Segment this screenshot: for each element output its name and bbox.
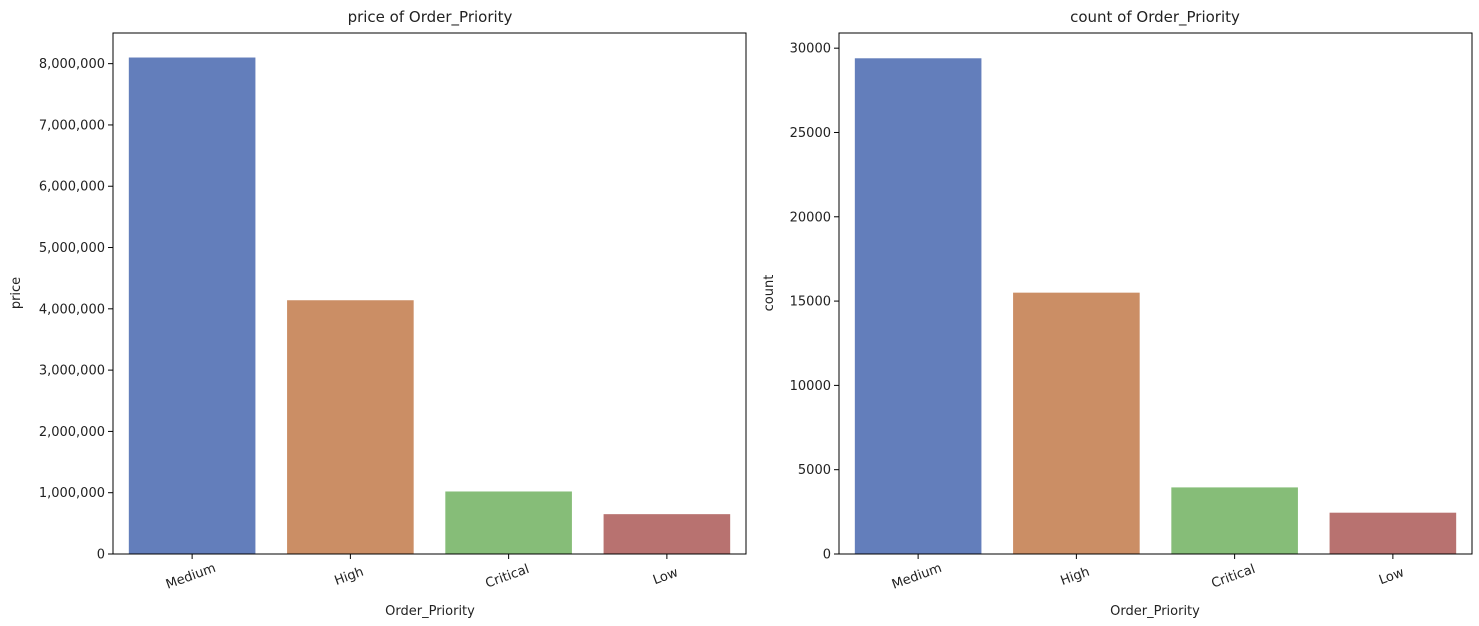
- price-bar-high: [287, 300, 414, 554]
- count-chart-ylabel: count: [762, 275, 777, 312]
- count-bar-critical: [1171, 487, 1298, 554]
- price-plot-frame: [112, 32, 747, 555]
- count-ytick-label: 5000: [798, 463, 831, 478]
- count-ytick-label: 30000: [790, 42, 831, 57]
- price-chart-title: price of Order_Priority: [348, 8, 513, 27]
- price-xtick-label: Low: [651, 565, 681, 588]
- price-bar-medium: [128, 57, 256, 555]
- count-chart-xlabel: Order_Priority: [1110, 604, 1200, 619]
- count-xtick-label: Medium: [890, 561, 944, 593]
- price-ytick-label: 1,000,000: [39, 486, 105, 501]
- count-xtick-label: Critical: [1209, 562, 1257, 592]
- count-xtick-label: High: [1059, 565, 1092, 589]
- count-ytick-label: 15000: [790, 295, 831, 310]
- price-bar-critical: [445, 491, 572, 554]
- price-ytick-label: 0: [97, 548, 105, 563]
- price-ytick-label: 8,000,000: [39, 57, 105, 72]
- price-ytick-label: 4,000,000: [39, 302, 105, 317]
- price-xtick-label: Critical: [483, 562, 531, 592]
- count-bar-low: [1329, 512, 1457, 554]
- count-xtick-label: Low: [1377, 565, 1407, 588]
- price-ytick-label: 2,000,000: [39, 425, 105, 440]
- price-ytick-label: 7,000,000: [39, 118, 105, 133]
- price-ytick-label: 5,000,000: [39, 241, 105, 256]
- count-ytick-label: 0: [823, 548, 831, 563]
- count-bar-high: [1013, 292, 1140, 554]
- count-chart-panel: count of Order_Priority Order_Priority c…: [762, 8, 1473, 619]
- price-ytick-label: 6,000,000: [39, 180, 105, 195]
- count-ytick-label: 10000: [790, 379, 831, 394]
- price-chart-ylabel: price: [9, 277, 24, 309]
- price-xtick-label: Medium: [164, 561, 218, 593]
- count-bar-medium: [854, 58, 982, 554]
- count-ytick-label: 25000: [790, 126, 831, 141]
- count-ytick-label: 20000: [790, 210, 831, 225]
- price-xtick-label: High: [333, 565, 366, 589]
- count-plot-frame: [838, 32, 1473, 555]
- price-chart-panel: price of Order_Priority Order_Priority p…: [9, 8, 747, 619]
- price-chart-xlabel: Order_Priority: [385, 604, 475, 619]
- price-bar-low: [603, 514, 731, 554]
- price-ytick-label: 3,000,000: [39, 364, 105, 379]
- count-chart-title: count of Order_Priority: [1070, 8, 1240, 27]
